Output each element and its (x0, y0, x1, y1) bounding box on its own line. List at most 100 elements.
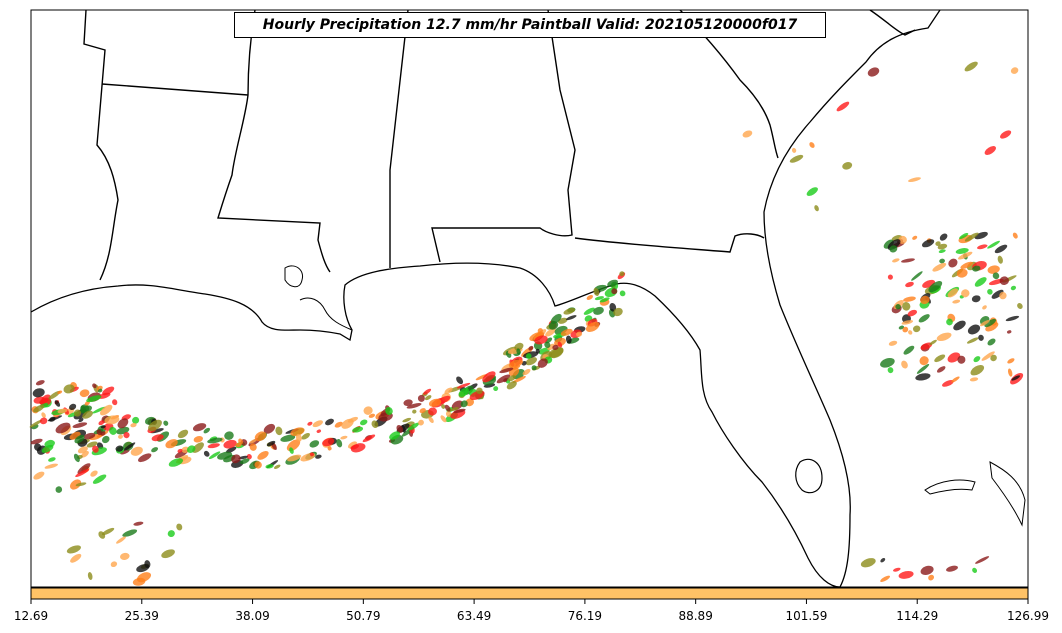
paintball-blob (928, 280, 943, 293)
paintball-blob (525, 353, 532, 359)
paintball-blob (423, 388, 432, 395)
paintball-blob (207, 437, 223, 444)
paintball-blob (123, 442, 136, 451)
paintball-blob (32, 388, 45, 398)
paintball-blob (325, 418, 334, 426)
paintball-blob (295, 433, 302, 442)
paintball-blob (460, 400, 468, 408)
paintball-blob (880, 575, 890, 582)
paintball-blob (428, 416, 434, 424)
paintball-blob (990, 354, 997, 362)
paintball-blob (593, 306, 604, 315)
paintball-blob (971, 295, 981, 303)
paintball-blob (362, 434, 376, 443)
paintball-blob (981, 351, 995, 361)
paintball-blob (935, 241, 941, 246)
paintball-blob (440, 415, 447, 423)
state-borders (83, 9, 916, 281)
paintball-blob (947, 288, 958, 298)
colorbar-tick-label: 25.39 (124, 609, 159, 623)
paintball-blob (936, 366, 946, 373)
paintball-blob (33, 471, 45, 480)
paintball-blob (225, 446, 237, 454)
paintball-blob (309, 440, 320, 448)
paintball-blob (192, 423, 207, 432)
paintball-blob (203, 427, 211, 434)
paintball-blob (101, 527, 115, 536)
colorbar-tick-label: 12.69 (13, 609, 49, 623)
paintball-blob (207, 443, 220, 449)
paintball-blob (528, 345, 534, 351)
paintball-blob (352, 426, 364, 433)
colorbar-ticks (30, 599, 1029, 604)
paintball-blob (402, 417, 412, 423)
paintball-blob (609, 302, 617, 312)
paintball-blob (975, 556, 990, 564)
paintball-blob (836, 101, 850, 112)
paintball-blob (557, 341, 563, 348)
paintball-blob (966, 337, 979, 344)
paintball-blob (922, 239, 935, 248)
paintball-blob (341, 418, 354, 429)
paintball-blob (994, 244, 1008, 254)
paintball-blob (901, 258, 915, 263)
paintball-blob (956, 268, 968, 278)
paintball-blob (987, 338, 996, 346)
paintball-blob (982, 305, 987, 310)
paintball-blob (992, 272, 1000, 280)
paintball-blob (929, 339, 937, 346)
paintball-blob (186, 445, 196, 453)
paintball-blob (224, 431, 234, 440)
paintball-blob (73, 409, 82, 417)
paintball-blob (937, 243, 948, 250)
paintball-blob (265, 464, 274, 469)
paintball-blob (938, 249, 946, 254)
paintball-blob (566, 315, 577, 321)
paintball-blob (512, 376, 526, 383)
paintball-blob (327, 446, 332, 451)
paintball-blob (347, 441, 358, 449)
paintball-blob (607, 279, 619, 288)
paintball-blob (254, 461, 262, 469)
paintball-blob (168, 458, 184, 467)
paintball-blob (444, 387, 453, 395)
paintball-blob (889, 245, 898, 253)
paintball-blob (979, 319, 990, 327)
paintball-blob (238, 455, 248, 460)
paintball-blob (499, 367, 514, 374)
paintball-blob (90, 470, 98, 477)
paintball-blob (315, 454, 322, 459)
paintball-blob (151, 447, 159, 453)
paintball-blob (54, 400, 61, 407)
paintball-blob (987, 240, 1000, 249)
paintball-blob (310, 452, 314, 457)
paintball-blob (133, 521, 144, 526)
paintball-blob (81, 451, 89, 458)
colorbar-tick-label: 76.19 (567, 609, 603, 623)
paintball-blob (934, 354, 946, 363)
paintball-blob (593, 288, 600, 296)
paintball-blob (912, 235, 918, 240)
paintball-blob (548, 347, 564, 358)
paintball-blob (576, 331, 583, 337)
paintball-blob (903, 345, 915, 355)
paintball-blob (266, 440, 276, 447)
paintball-blob (907, 309, 918, 317)
paintball-blob (334, 421, 343, 428)
paintball-blob (412, 409, 417, 414)
paintball-blob (55, 486, 63, 493)
paintball-blob (916, 363, 930, 374)
paintball-blob (83, 432, 96, 440)
paintball-blob (898, 325, 905, 330)
paintball-blob (371, 420, 379, 428)
paintball-blob (503, 378, 508, 383)
paintball-blob (1006, 330, 1012, 334)
paintball-blob (953, 320, 966, 331)
paintball-blob (428, 407, 437, 416)
paintball-blob (1007, 358, 1015, 364)
paintball-blob (959, 232, 969, 240)
colorbar-tick-label: 63.49 (456, 609, 492, 623)
paintball-blob (960, 261, 973, 269)
paintball-blob (842, 162, 853, 170)
paintball-blob (110, 561, 118, 568)
